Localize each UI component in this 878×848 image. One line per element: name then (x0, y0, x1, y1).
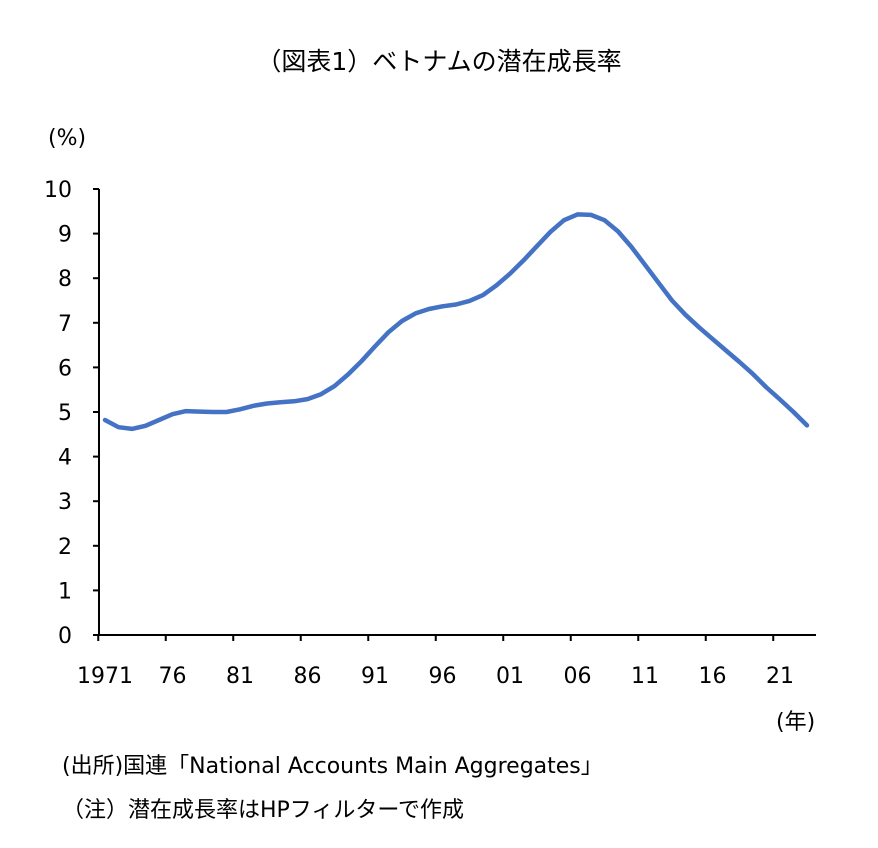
x-tick-label: 91 (361, 664, 389, 689)
method-note: （注）潜在成長率はHPフィルターで作成 (62, 798, 465, 823)
y-tick-label: 3 (58, 490, 72, 515)
y-tick-label: 10 (44, 178, 72, 203)
x-tick-label: 76 (159, 664, 187, 689)
y-tick-label: 9 (58, 223, 72, 248)
x-tick-label: 11 (631, 664, 659, 689)
x-tick-label: 16 (699, 664, 727, 689)
x-axis-unit: (年) (776, 710, 816, 735)
y-axis-unit: (%) (48, 126, 87, 151)
y-tick-label: 1 (58, 579, 72, 604)
x-tick-label: 06 (564, 664, 592, 689)
y-tick-label: 7 (58, 312, 72, 337)
x-tick-label: 86 (294, 664, 322, 689)
y-tick-label: 8 (58, 267, 72, 292)
x-tick-label: 96 (429, 664, 457, 689)
y-tick-label: 2 (58, 535, 72, 560)
x-tick-label: 1971 (77, 664, 133, 689)
y-tick-label: 6 (58, 356, 72, 381)
y-tick-label: 4 (58, 446, 72, 471)
series-line (102, 212, 810, 432)
x-tick-label: 21 (766, 664, 794, 689)
y-tick-label: 0 (58, 624, 72, 649)
x-tick-label: 81 (226, 664, 254, 689)
x-tick-label: 01 (496, 664, 524, 689)
source-note: (出所)国連「National Accounts Main Aggregates… (62, 754, 603, 779)
y-tick-label: 5 (58, 401, 72, 426)
chart-title: （図表1）ベトナムの潜在成長率 (256, 47, 622, 76)
